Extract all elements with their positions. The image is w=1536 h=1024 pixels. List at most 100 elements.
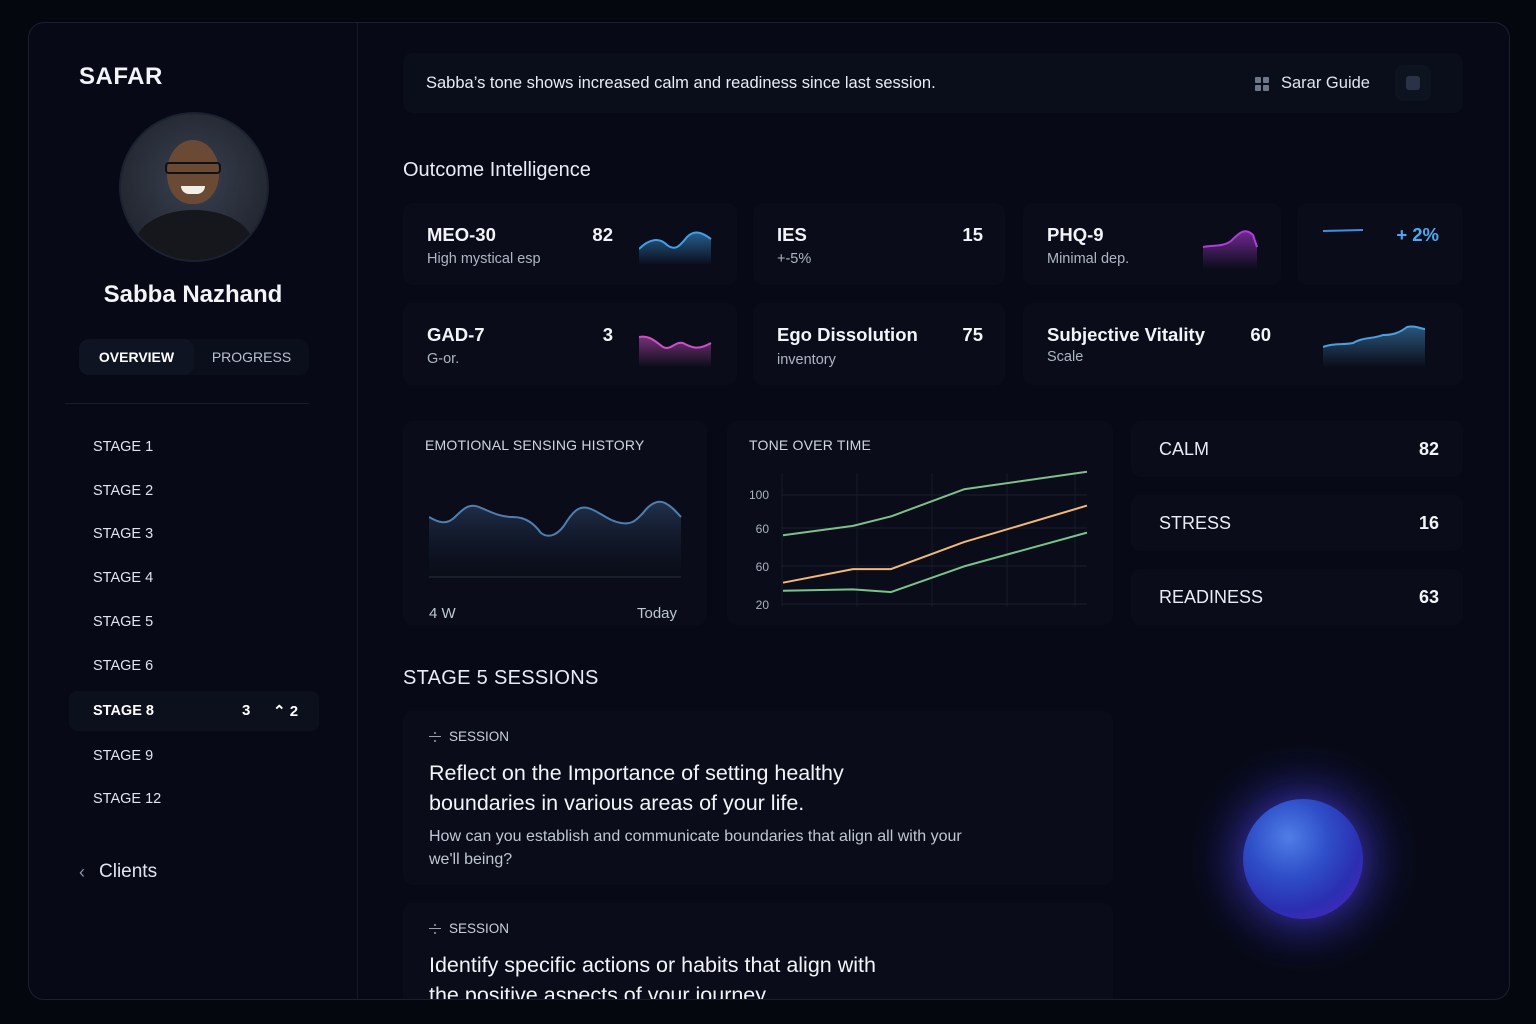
y-tick-label: 20 [756, 598, 770, 612]
clients-back-link[interactable]: ‹ Clients [79, 861, 157, 883]
metric-card-ego-dissolution[interactable]: Ego Dissolution inventory 75 [753, 303, 1005, 385]
chevron-left-icon: ‹ [79, 861, 85, 882]
y-tick-label: 60 [756, 522, 770, 536]
sidebar-item-stage-2[interactable]: STAGE 2 [69, 469, 319, 513]
emotional-sensing-panel: EMOTIONAL SENSING HISTORY 4 W Today [403, 421, 707, 625]
avatar[interactable] [119, 112, 269, 262]
tone-label: READINESS [1159, 587, 1264, 607]
insight-message: Sabba’s tone shows increased calm and re… [426, 74, 936, 92]
session-title: Reflect on the Importance of setting hea… [429, 761, 844, 815]
sparkline [639, 335, 712, 367]
range-start-label: 4 W [429, 605, 456, 622]
metric-card-ies[interactable]: IES +-5% 15 [753, 203, 1005, 285]
session-description: How can you establish and communicate bo… [429, 828, 962, 868]
metric-value: 60 [1250, 324, 1271, 345]
metric-name: IES [777, 224, 807, 245]
metric-sub: inventory [777, 352, 836, 368]
client-name: Sabba Nazhand [103, 281, 283, 308]
sidebar-item-stage-5[interactable]: STAGE 5 [69, 600, 319, 644]
stage-label: STAGE 8 [93, 702, 154, 719]
stage-label: STAGE 12 [93, 791, 162, 808]
brand-logo: SAFAR [79, 63, 163, 90]
stage-label: STAGE 6 [93, 657, 154, 674]
sparkline [1323, 325, 1426, 367]
tone-label: CALM [1159, 439, 1210, 459]
metric-value: + 2% [1396, 224, 1439, 245]
session-card[interactable]: SESSION Identify specific actions or hab… [403, 903, 1113, 1000]
stage-label: STAGE 1 [93, 438, 154, 455]
app-window: SAFAR Sabba Nazhand OVERVIEW PROGRESS ST… [28, 22, 1510, 1000]
ai-orb[interactable] [1189, 743, 1419, 973]
chart-title: TONE OVER TIME [749, 437, 872, 453]
stage-list: STAGE 1 STAGE 2 STAGE 3 STAGE 4 STAGE 5 … [69, 425, 319, 821]
sidebar-item-stage-1[interactable]: STAGE 1 [69, 425, 319, 469]
sidebar-item-stage-6[interactable]: STAGE 6 [69, 644, 319, 688]
sidebar-item-stage-8[interactable]: STAGE 8 3 ⌃ 2 [69, 690, 319, 731]
tone-stat-readiness[interactable]: READINESS 63 [1131, 569, 1463, 625]
tab-progress[interactable]: PROGRESS [211, 349, 292, 365]
guide-button[interactable]: Sarar Guide [1255, 74, 1370, 93]
metric-sub: High mystical esp [427, 251, 541, 267]
metric-value: 15 [962, 224, 983, 245]
panel-title: EMOTIONAL SENSING HISTORY [425, 437, 645, 453]
sidebar: SAFAR Sabba Nazhand OVERVIEW PROGRESS ST… [29, 23, 358, 999]
metric-name: MEO-30 [427, 224, 496, 245]
sparkline [639, 231, 712, 265]
tone-stat-calm[interactable]: CALM 82 [1131, 421, 1463, 477]
tone-stat-stress[interactable]: STRESS 16 [1131, 495, 1463, 551]
session-title: Identify specific actions or habits that… [429, 953, 876, 1000]
metric-value: 82 [592, 224, 613, 245]
series-line-2 [782, 504, 1088, 584]
stage-label: STAGE 4 [93, 570, 154, 587]
sidebar-item-stage-4[interactable]: STAGE 4 [69, 556, 319, 600]
divide-icon [429, 731, 441, 743]
sidebar-item-stage-9[interactable]: STAGE 9 [69, 734, 319, 778]
metric-value: 3 [602, 324, 613, 345]
sidebar-item-stage-12[interactable]: STAGE 12 [69, 778, 319, 822]
stage-count: 3 [242, 702, 251, 720]
menu-square-button[interactable] [1395, 65, 1431, 101]
session-tag: SESSION [429, 729, 509, 744]
guide-label: Sarar Guide [1281, 74, 1370, 92]
stage-label: STAGE 5 [93, 614, 154, 631]
insight-banner: Sabba’s tone shows increased calm and re… [403, 53, 1463, 113]
session-card[interactable]: SESSION Reflect on the Importance of set… [403, 711, 1113, 885]
emotion-area-chart [429, 500, 682, 579]
sidebar-item-stage-3[interactable]: STAGE 3 [69, 513, 319, 557]
tone-over-time-panel: TONE OVER TIME 100606020Mar 25Apr 15Apr … [727, 421, 1113, 625]
outcome-title: Outcome Intelligence [403, 159, 591, 181]
metric-card-phq9[interactable]: PHQ-9 Minimal dep. [1023, 203, 1281, 285]
metric-card-gad7[interactable]: GAD-7 G-or. 3 [403, 303, 737, 385]
session-tag: SESSION [429, 921, 509, 936]
grid-icon [1255, 76, 1269, 91]
metric-sub: +-5% [777, 251, 812, 267]
range-end-label: Today [637, 605, 678, 622]
series-line-1 [782, 470, 1088, 537]
stage-label: STAGE 3 [93, 526, 154, 543]
clients-label: Clients [99, 861, 158, 882]
tone-label: STRESS [1159, 513, 1232, 533]
y-tick-label: 60 [756, 560, 770, 574]
sidebar-divider [65, 403, 309, 404]
metric-name: PHQ-9 [1047, 224, 1104, 245]
divide-icon [429, 923, 441, 935]
y-tick-label: 100 [749, 488, 769, 502]
sparkline [1202, 230, 1258, 269]
tab-overview[interactable]: OVERVIEW [79, 339, 194, 375]
stage-label: STAGE 2 [93, 482, 154, 499]
metric-name: GAD-7 [427, 324, 485, 345]
stage-label: STAGE 9 [93, 747, 154, 764]
metric-card-subjective-vitality[interactable]: Subjective Vitality Scale 60 [1023, 303, 1463, 385]
trend-line [1323, 229, 1364, 232]
session-tag-label: SESSION [449, 921, 510, 936]
tone-line-chart: 100606020Mar 25Apr 15Apr 23 [749, 470, 1088, 612]
metric-card-meo30[interactable]: MEO-30 High mystical esp 82 [403, 203, 737, 285]
tone-value: 82 [1418, 439, 1439, 459]
metric-sub: G-or. [427, 351, 460, 367]
session-tag-label: SESSION [449, 729, 510, 744]
metric-card-trend[interactable]: + 2% [1297, 203, 1463, 285]
tone-value: 16 [1418, 513, 1439, 533]
square-icon [1406, 76, 1420, 90]
series-line-3 [782, 531, 1088, 594]
stage-change: ⌃ 2 [273, 702, 299, 720]
